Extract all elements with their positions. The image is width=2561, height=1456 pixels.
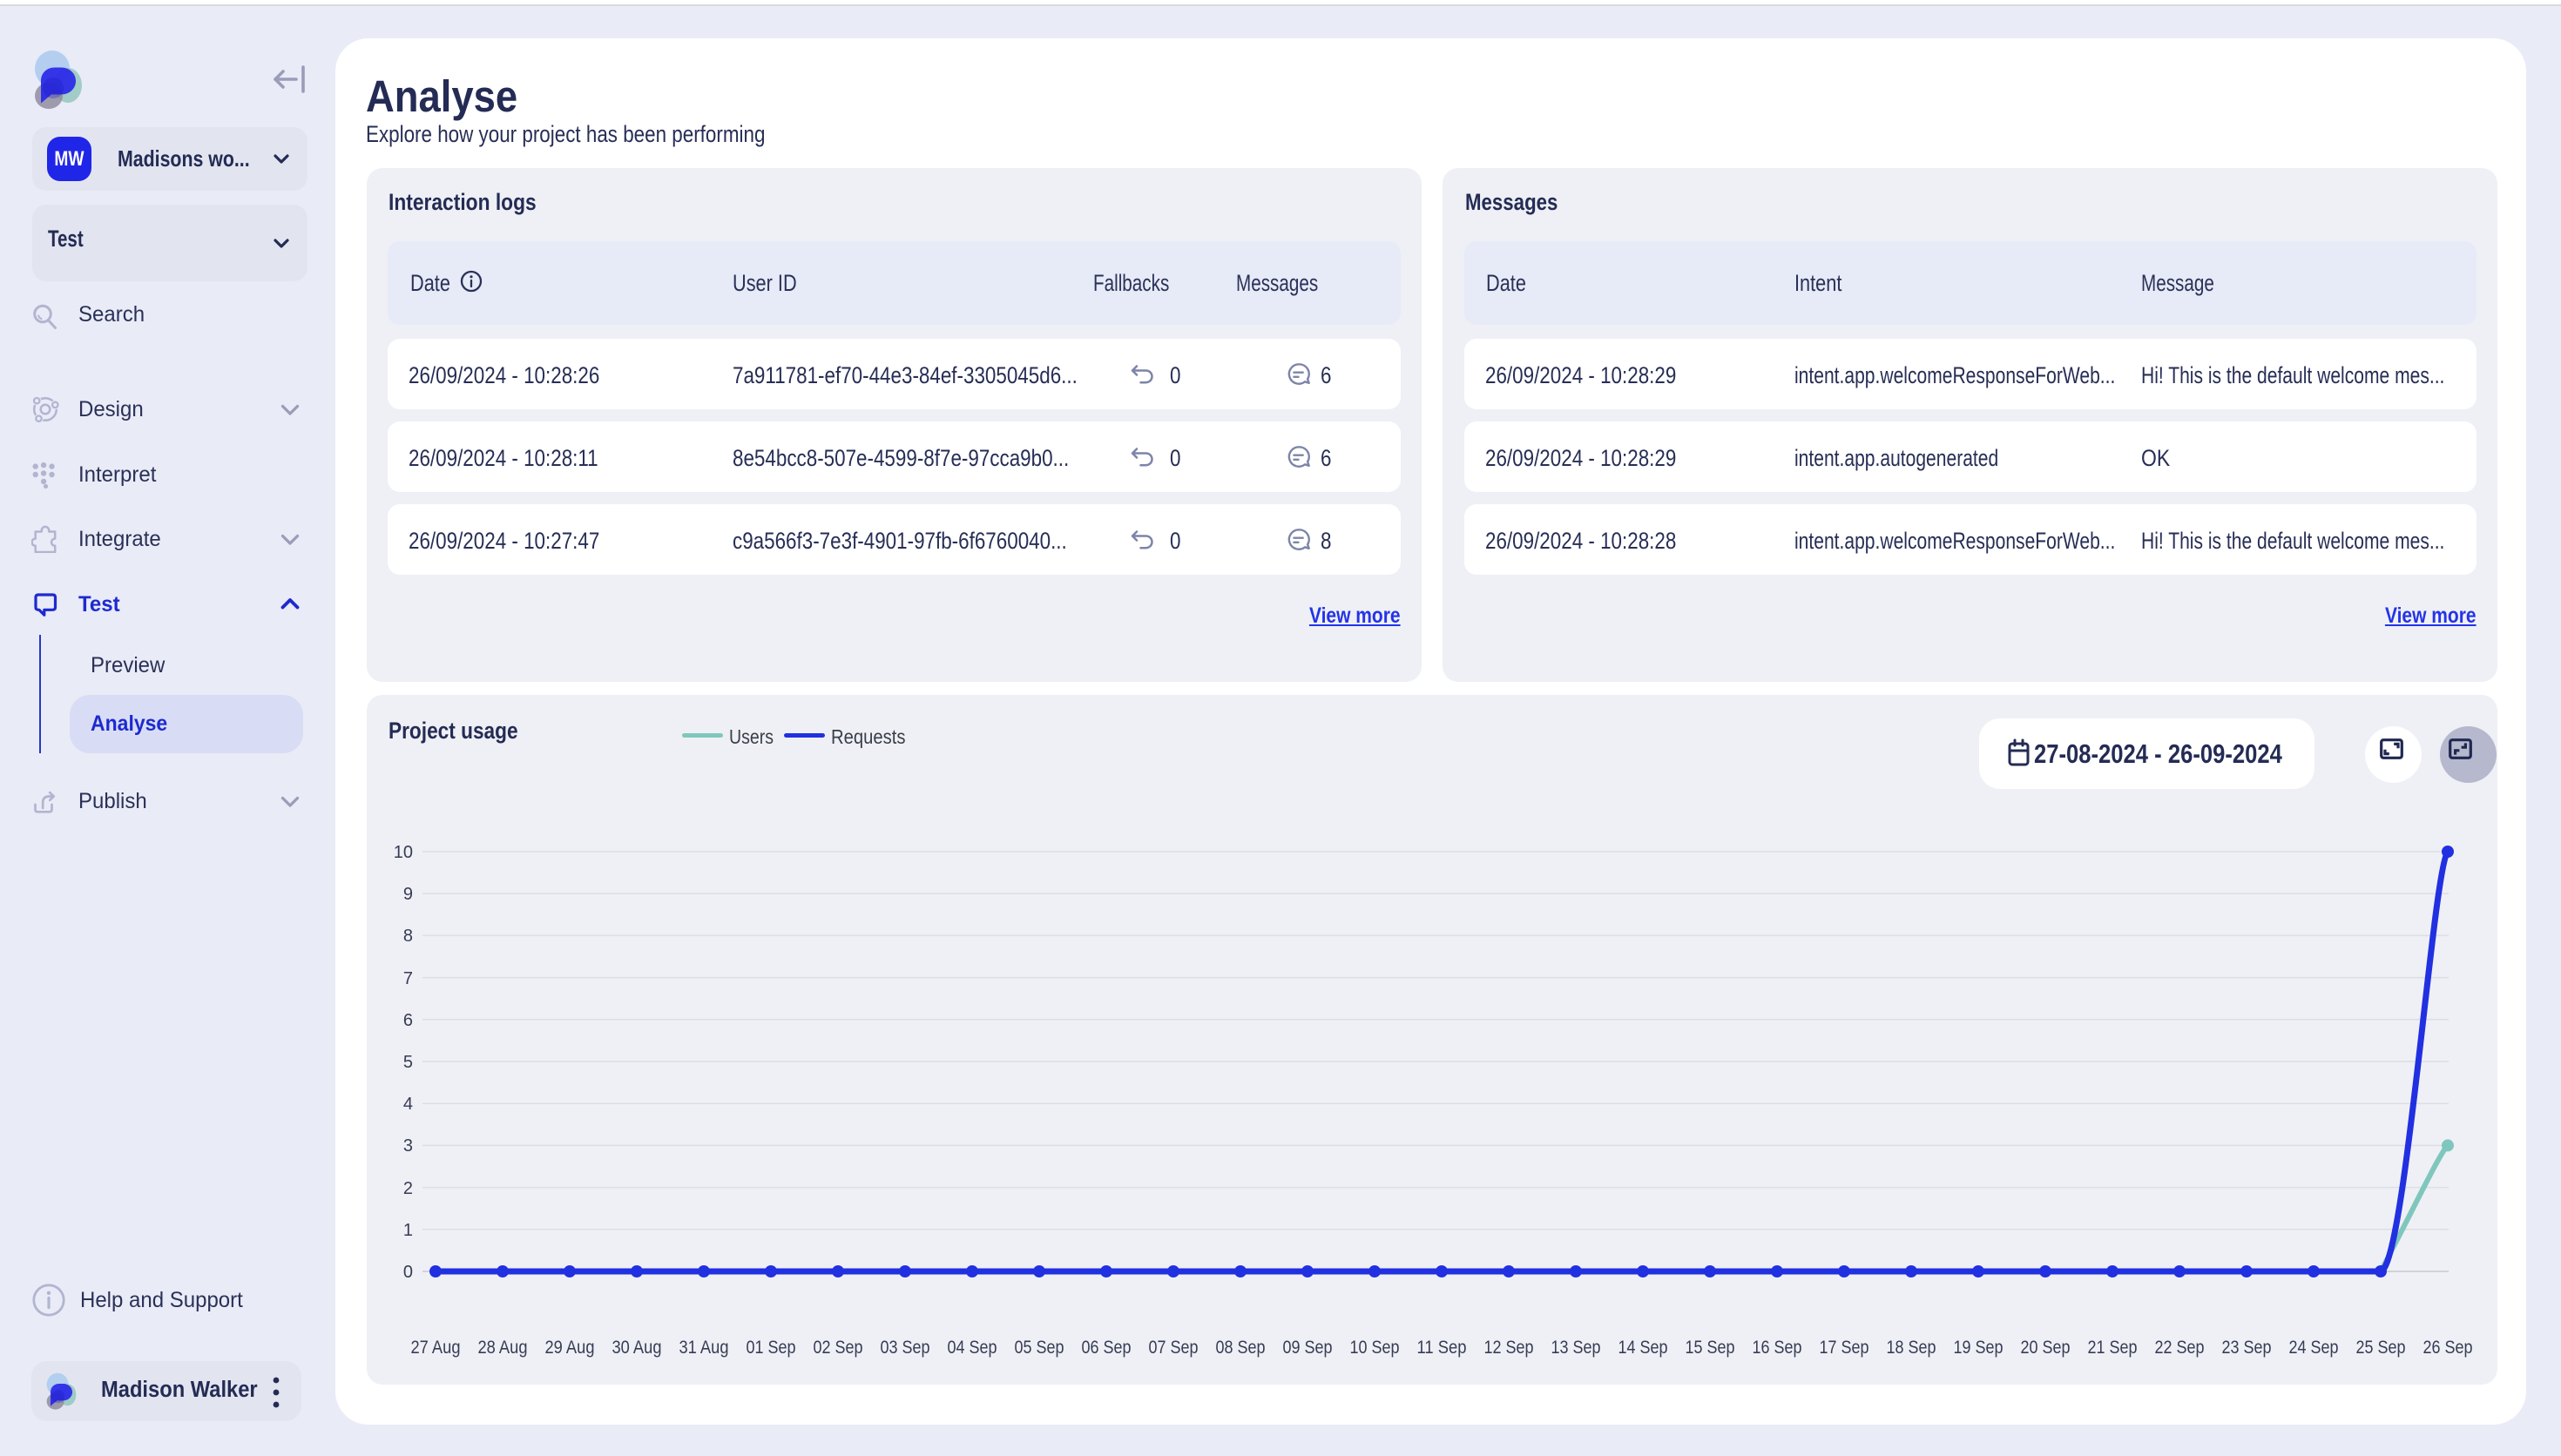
svg-text:5: 5 bbox=[403, 1053, 413, 1072]
svg-text:03 Sep: 03 Sep bbox=[881, 1338, 930, 1358]
svg-text:18 Sep: 18 Sep bbox=[1887, 1338, 1936, 1358]
svg-text:14 Sep: 14 Sep bbox=[1618, 1338, 1668, 1358]
svg-text:13 Sep: 13 Sep bbox=[1551, 1338, 1601, 1358]
svg-text:2: 2 bbox=[403, 1179, 413, 1198]
svg-text:3: 3 bbox=[403, 1136, 413, 1156]
svg-text:20 Sep: 20 Sep bbox=[2021, 1338, 2071, 1358]
svg-text:17 Sep: 17 Sep bbox=[1820, 1338, 1869, 1358]
svg-text:09 Sep: 09 Sep bbox=[1283, 1338, 1333, 1358]
svg-text:11 Sep: 11 Sep bbox=[1417, 1338, 1467, 1358]
svg-text:8: 8 bbox=[403, 927, 413, 946]
svg-text:29 Aug: 29 Aug bbox=[545, 1338, 595, 1358]
svg-text:27 Aug: 27 Aug bbox=[411, 1338, 461, 1358]
svg-text:08 Sep: 08 Sep bbox=[1216, 1338, 1266, 1358]
svg-text:21 Sep: 21 Sep bbox=[2088, 1338, 2138, 1358]
svg-text:16 Sep: 16 Sep bbox=[1753, 1338, 1802, 1358]
svg-text:12 Sep: 12 Sep bbox=[1484, 1338, 1534, 1358]
svg-text:26 Sep: 26 Sep bbox=[2423, 1338, 2473, 1358]
svg-text:05 Sep: 05 Sep bbox=[1015, 1338, 1064, 1358]
svg-text:7: 7 bbox=[403, 969, 413, 988]
svg-text:02 Sep: 02 Sep bbox=[814, 1338, 863, 1358]
svg-text:19 Sep: 19 Sep bbox=[1954, 1338, 2004, 1358]
svg-text:06 Sep: 06 Sep bbox=[1082, 1338, 1132, 1358]
svg-text:31 Aug: 31 Aug bbox=[679, 1338, 729, 1358]
svg-text:15 Sep: 15 Sep bbox=[1686, 1338, 1735, 1358]
svg-text:6: 6 bbox=[403, 1011, 413, 1030]
svg-text:4: 4 bbox=[403, 1095, 413, 1114]
svg-text:10 Sep: 10 Sep bbox=[1350, 1338, 1400, 1358]
svg-text:10: 10 bbox=[394, 843, 413, 862]
svg-text:01 Sep: 01 Sep bbox=[747, 1338, 796, 1358]
svg-text:22 Sep: 22 Sep bbox=[2155, 1338, 2205, 1358]
svg-text:24 Sep: 24 Sep bbox=[2289, 1338, 2339, 1358]
svg-text:28 Aug: 28 Aug bbox=[478, 1338, 528, 1358]
svg-text:25 Sep: 25 Sep bbox=[2356, 1338, 2406, 1358]
svg-text:0: 0 bbox=[403, 1263, 413, 1282]
svg-text:1: 1 bbox=[403, 1221, 413, 1240]
svg-text:9: 9 bbox=[403, 885, 413, 904]
svg-text:30 Aug: 30 Aug bbox=[612, 1338, 662, 1358]
svg-text:04 Sep: 04 Sep bbox=[948, 1338, 997, 1358]
svg-text:23 Sep: 23 Sep bbox=[2222, 1338, 2272, 1358]
svg-text:07 Sep: 07 Sep bbox=[1149, 1338, 1199, 1358]
